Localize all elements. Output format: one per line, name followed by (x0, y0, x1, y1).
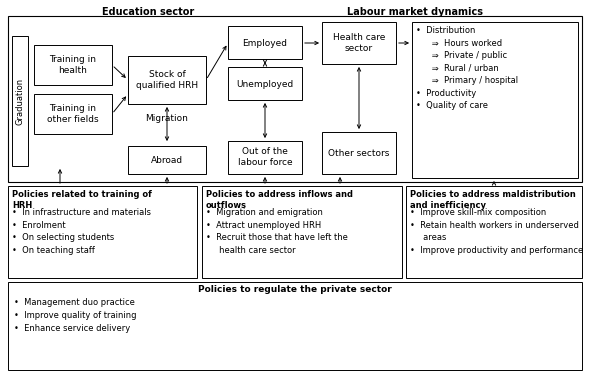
Text: Abroad: Abroad (151, 156, 183, 165)
Bar (12, 36, 28, 166)
Bar (8, 16, 582, 182)
Bar (412, 22, 578, 178)
Text: Health care
sector: Health care sector (333, 33, 385, 53)
Bar (228, 26, 302, 59)
Text: Other sectors: Other sectors (328, 148, 389, 157)
Text: Training in
other fields: Training in other fields (47, 104, 99, 124)
Text: Stock of
qualified HRH: Stock of qualified HRH (136, 70, 198, 90)
Text: Policies related to training of
HRH: Policies related to training of HRH (12, 190, 152, 210)
Text: Policies to regulate the private sector: Policies to regulate the private sector (198, 285, 392, 294)
Bar (202, 186, 402, 278)
Text: •  Migration and emigration
•  Attract unemployed HRH
•  Recruit those that have: • Migration and emigration • Attract une… (206, 208, 348, 254)
Text: Training in
health: Training in health (50, 55, 97, 75)
Text: Labour market dynamics: Labour market dynamics (347, 7, 483, 17)
Text: Migration: Migration (146, 113, 188, 123)
Bar (322, 132, 396, 174)
Text: Unemployed: Unemployed (237, 80, 294, 89)
Bar (128, 56, 206, 104)
Text: •  In infrastructure and materials
•  Enrolment
•  On selecting students
•  On t: • In infrastructure and materials • Enro… (12, 208, 151, 254)
Bar (8, 282, 582, 370)
Bar (406, 186, 582, 278)
Text: •  Improve skill-mix composition
•  Retain health workers in underserved
     ar: • Improve skill-mix composition • Retain… (410, 208, 584, 254)
Bar (128, 146, 206, 174)
Bar (34, 94, 112, 134)
Text: Policies to address inflows and
outflows: Policies to address inflows and outflows (206, 190, 353, 210)
Text: •  Distribution
      ⇒  Hours worked
      ⇒  Private / public
      ⇒  Rural /: • Distribution ⇒ Hours worked ⇒ Private … (416, 26, 518, 110)
Text: •  Management duo practice
•  Improve quality of training
•  Enhance service del: • Management duo practice • Improve qual… (14, 298, 136, 333)
Bar (8, 186, 197, 278)
Bar (228, 141, 302, 174)
Bar (34, 45, 112, 85)
Text: Employed: Employed (242, 39, 287, 47)
Text: Out of the
labour force: Out of the labour force (238, 147, 292, 167)
Bar (322, 22, 396, 64)
Text: Education sector: Education sector (102, 7, 194, 17)
Text: Policies to address maldistribution
and inefficiency: Policies to address maldistribution and … (410, 190, 576, 210)
Text: Graduation: Graduation (15, 77, 25, 125)
Bar (228, 67, 302, 100)
